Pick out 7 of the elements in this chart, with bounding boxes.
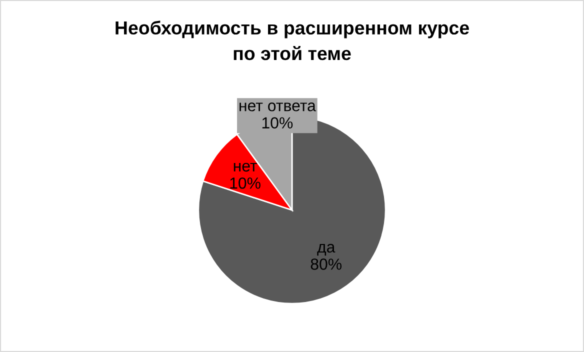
slice-label: нет <box>234 162 258 172</box>
data-label: 10% <box>262 117 293 129</box>
data-label: 80% <box>310 258 342 270</box>
slice-label: нет ответа <box>240 102 316 112</box>
slice-label: да <box>317 244 336 256</box>
chart-title: Необходимость в расширенном курсе по этой теме <box>116 20 469 60</box>
data-label: 10% <box>230 177 260 189</box>
